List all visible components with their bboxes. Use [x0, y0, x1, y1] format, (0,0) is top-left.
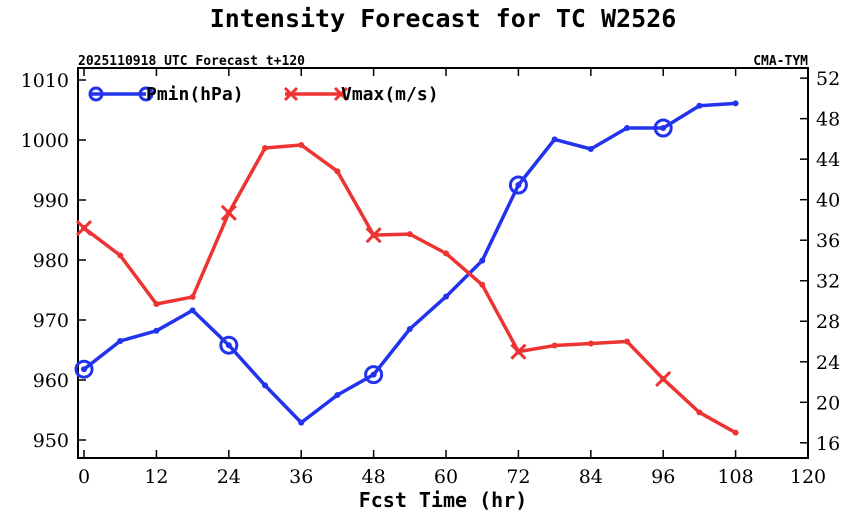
- y-axis-right: 16 20 24 28 32 36 40 44 48 52: [800, 68, 840, 455]
- pmin-hpa-point: [732, 100, 739, 107]
- x-axis-label: Fcst Time (hr): [359, 488, 528, 512]
- y-left-tick-label: 1010: [21, 70, 69, 92]
- pmin-hpa-marker: [653, 118, 673, 138]
- chart-subtitle-left: 2025110918 UTC Forecast t+120: [78, 54, 305, 69]
- vmax-m-s-point: [479, 281, 486, 288]
- pmin-hpa-point: [153, 327, 160, 334]
- series-layer: [74, 100, 739, 436]
- y-left-tick-label: 970: [33, 310, 69, 332]
- vmax-m-s-point: [551, 342, 558, 349]
- pmin-hpa-marker: [74, 359, 94, 379]
- y-right-tick-label: 40: [816, 190, 840, 212]
- vmax-m-s-point: [153, 301, 160, 308]
- pmin-hpa-point: [117, 338, 124, 344]
- vmax-m-s-point: [624, 338, 631, 345]
- pmin-hpa-point: [298, 419, 305, 426]
- x-tick-label: 0: [78, 466, 90, 488]
- legend-marker: [333, 86, 349, 102]
- pmin-hpa-point: [587, 146, 594, 152]
- pmin-hpa-point: [370, 371, 377, 378]
- legend-label: Vmax(m/s): [341, 84, 439, 105]
- pmin-hpa-point: [225, 342, 232, 349]
- pmin-hpa-point: [262, 382, 269, 389]
- pmin-hpa-point: [624, 125, 631, 131]
- y-right-tick-label: 48: [816, 109, 840, 131]
- y-right-tick-label: 28: [816, 311, 840, 333]
- legend-marker: [283, 86, 299, 102]
- x-tick-label: 108: [717, 466, 753, 488]
- y-axis-left: 950 960 970 980 990 1000 1010: [21, 70, 86, 452]
- chart-title: Intensity Forecast for TC W2526: [210, 4, 677, 33]
- vmax-m-s-line: [82, 143, 737, 435]
- x-tick-label: 84: [579, 466, 603, 488]
- vmax-m-s-point: [117, 252, 124, 259]
- y-right-tick-label: 36: [816, 230, 840, 252]
- pmin-hpa-line: [82, 101, 736, 425]
- x-tick-label: 12: [144, 466, 168, 488]
- x-tick-label: 72: [506, 466, 530, 488]
- vmax-m-s-point: [732, 429, 739, 436]
- y-left-tick-label: 950: [33, 430, 69, 452]
- pmin-hpa-point: [515, 182, 522, 188]
- x-tick-label: 48: [362, 466, 386, 488]
- pmin-hpa-point: [334, 392, 341, 398]
- legend-item-pmin-hpa: Pmin(hPa): [88, 84, 244, 105]
- pmin-hpa-point: [696, 102, 703, 109]
- vmax-m-s-marker: [220, 204, 237, 221]
- y-right-tick-label: 16: [816, 433, 840, 455]
- chart-subtitle-right: CMA-TYM: [753, 54, 808, 69]
- vmax-m-s-point: [406, 231, 413, 238]
- pmin-hpa-point: [660, 125, 667, 131]
- y-left-tick-label: 1000: [21, 130, 69, 152]
- legend-marker: [138, 86, 154, 102]
- vmax-m-s-point: [298, 141, 305, 148]
- pmin-hpa-point: [189, 307, 196, 314]
- vmax-m-s-marker: [510, 343, 527, 360]
- vmax-m-s-point: [443, 250, 450, 257]
- vmax-m-s-marker: [655, 370, 672, 388]
- vmax-m-s-point: [262, 145, 269, 152]
- x-tick-label: 36: [289, 466, 313, 488]
- pmin-hpa-point: [479, 257, 486, 264]
- x-tick-label: 96: [651, 466, 675, 488]
- y-left-tick-label: 980: [33, 250, 69, 272]
- pmin-hpa-marker: [508, 175, 528, 195]
- y-right-tick-label: 52: [816, 68, 840, 90]
- legend: Pmin(hPa) Vmax(m/s): [88, 84, 439, 105]
- x-axis: 0 12 24 36 48 60 72 84 96 108 120: [78, 68, 826, 488]
- y-left-tick-label: 960: [33, 370, 69, 392]
- vmax-m-s-marker: [75, 219, 93, 237]
- pmin-hpa-marker: [364, 365, 384, 385]
- plot-frame: [77, 67, 809, 459]
- y-right-tick-label: 24: [816, 352, 840, 374]
- vmax-m-s-point: [189, 293, 196, 300]
- y-right-tick-label: 20: [816, 392, 840, 414]
- pmin-hpa-marker: [219, 335, 239, 355]
- vmax-m-s-point: [334, 168, 341, 175]
- vmax-m-s-marker: [365, 227, 382, 244]
- y-right-tick-label: 32: [816, 271, 840, 293]
- x-tick-label: 60: [434, 466, 458, 488]
- legend-marker: [88, 86, 104, 102]
- pmin-hpa-point: [406, 326, 413, 332]
- pmin-hpa-point: [81, 366, 88, 373]
- x-tick-label: 120: [790, 466, 826, 488]
- x-tick-label: 24: [217, 466, 241, 488]
- vmax-m-s-point: [587, 340, 594, 347]
- vmax-m-s-point: [696, 409, 703, 416]
- y-right-tick-label: 44: [816, 149, 840, 171]
- y-left-tick-label: 990: [33, 190, 69, 212]
- pmin-hpa-point: [443, 293, 450, 300]
- legend-label: Pmin(hPa): [146, 84, 244, 105]
- legend-item-vmax-m-s: Vmax(m/s): [283, 84, 439, 105]
- pmin-hpa-point: [551, 136, 558, 143]
